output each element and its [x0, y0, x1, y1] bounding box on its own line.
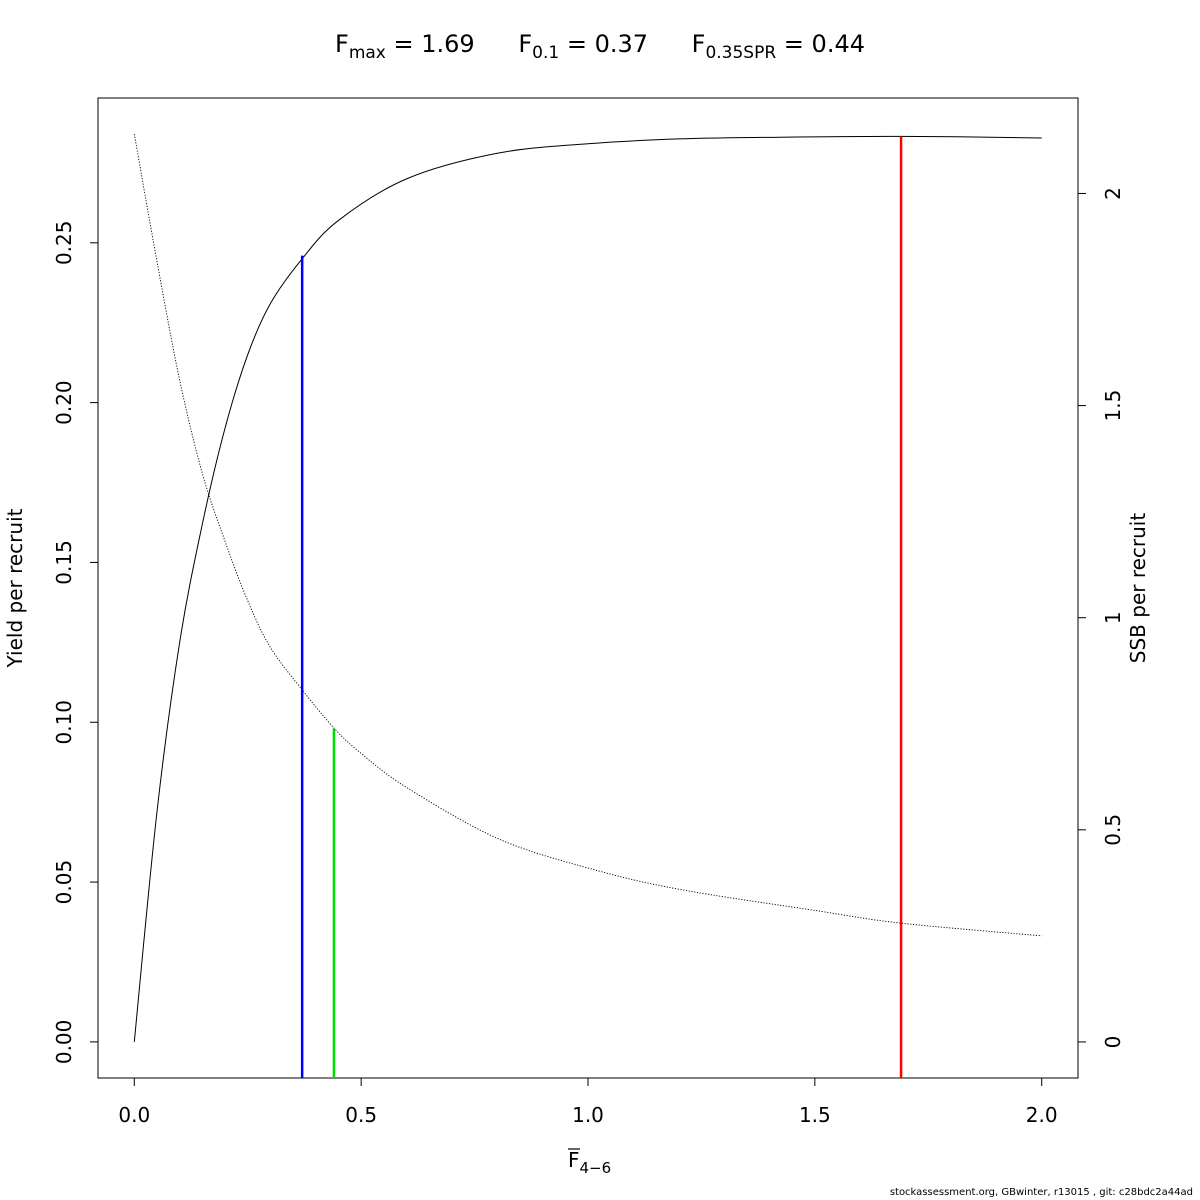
plot-frame	[97, 97, 1079, 1079]
y-right-tick-label: 0	[1101, 1036, 1125, 1049]
y-left-tick-label: 0.00	[52, 1020, 76, 1065]
x-tick-label: 0.5	[345, 1103, 377, 1127]
y-right-tick-label: 1	[1101, 611, 1125, 624]
y-right-tick-label: 0.5	[1101, 814, 1125, 846]
y-left-tick-label: 0.10	[52, 700, 76, 745]
x-tick-label: 2.0	[1026, 1103, 1058, 1127]
ssb-per-recruit-line	[133, 133, 1042, 937]
title-f035spr: F0.35SPR = 0.44	[691, 30, 865, 63]
title-fmax: Fmax = 1.69	[335, 30, 475, 63]
y-right-tick-label: 2	[1101, 187, 1125, 200]
x-tick-label: 1.0	[572, 1103, 604, 1127]
y-right-axis-title: SSB per recruit	[1126, 513, 1150, 664]
y-left-axis-title: Yield per recruit	[3, 508, 27, 668]
chart-title: Fmax = 1.69 F0.1 = 0.37 F0.35SPR = 0.44	[0, 30, 1200, 63]
footer-credit: stockassessment.org, GBwinter, r13015 , …	[889, 1187, 1193, 1198]
x-tick-label: 0.0	[118, 1103, 150, 1127]
title-f01: F0.1 = 0.37	[518, 30, 648, 63]
y-left-tick-label: 0.15	[52, 540, 76, 585]
x-tick-label: 1.5	[799, 1103, 831, 1127]
y-left-tick-label: 0.05	[52, 860, 76, 905]
y-right-tick-label: 1.5	[1101, 390, 1125, 422]
y-left-tick-label: 0.20	[52, 380, 76, 425]
yield-per-recruit-line	[133, 135, 1042, 1042]
y-left-tick-label: 0.25	[52, 221, 76, 266]
x-axis-title: F4−6	[568, 1148, 611, 1177]
